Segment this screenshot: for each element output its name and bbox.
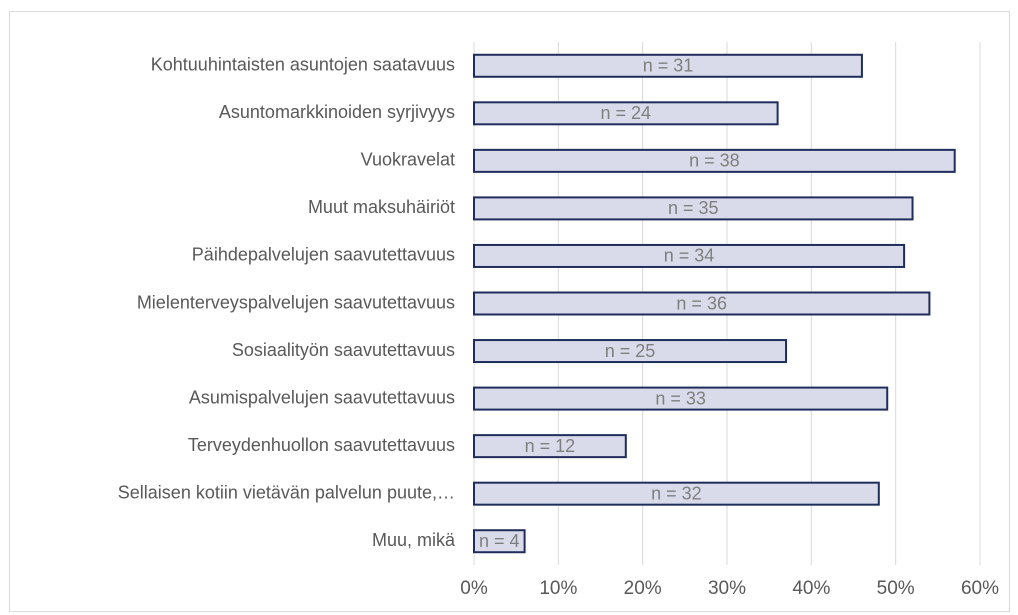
x-tick-label: 10%	[539, 578, 577, 599]
bar	[473, 291, 931, 316]
bar	[473, 101, 779, 126]
y-tick-label: Muu, mikä	[372, 530, 456, 550]
bar	[473, 386, 889, 411]
y-tick-label: Sellaisen kotiin vietävän palvelun puute…	[118, 482, 455, 502]
x-tick-label: 0%	[460, 578, 488, 599]
bar-count-label: n = 34	[664, 246, 715, 266]
bar-count-label: n = 36	[676, 293, 727, 313]
y-tick-label: Muut maksuhäiriöt	[308, 197, 455, 217]
bar-count-label: n = 4	[479, 531, 520, 551]
bar	[473, 243, 906, 268]
x-tick-label: 50%	[877, 578, 915, 599]
bar-count-label: n = 35	[668, 198, 719, 218]
bar-count-label: n = 38	[689, 151, 740, 171]
x-tick-label: 60%	[961, 578, 999, 599]
bar-count-label: n = 32	[651, 483, 702, 503]
bar-count-label: n = 31	[643, 56, 694, 76]
bar	[473, 481, 880, 506]
y-tick-label: Mielenterveyspalvelujen saavutettavuus	[137, 292, 455, 312]
y-tick-label: Terveydenhuollon saavutettavuus	[188, 435, 455, 455]
y-tick-label: Asumispalvelujen saavutettavuus	[189, 387, 455, 407]
y-tick-label: Vuokravelat	[361, 150, 455, 170]
y-tick-label: Päihdepalvelujen saavutettavuus	[192, 245, 455, 265]
bar	[473, 148, 956, 173]
bar	[473, 529, 526, 554]
y-tick-label: Kohtuuhintaisten asuntojen saatavuus	[151, 55, 455, 75]
x-tick-label: 40%	[792, 578, 830, 599]
bar-count-label: n = 25	[605, 341, 656, 361]
bar-count-label: n = 12	[525, 436, 576, 456]
x-tick-label: 20%	[624, 578, 662, 599]
bar	[473, 196, 914, 221]
y-tick-label: Sosiaalityön saavutettavuus	[232, 340, 455, 360]
x-tick-label: 30%	[708, 578, 746, 599]
bar	[473, 434, 627, 459]
bar-count-label: n = 33	[655, 388, 706, 408]
y-tick-label: Asuntomarkkinoiden syrjivyys	[219, 102, 455, 122]
bar	[473, 339, 788, 364]
bar	[473, 53, 863, 78]
bar-count-label: n = 24	[601, 103, 652, 123]
